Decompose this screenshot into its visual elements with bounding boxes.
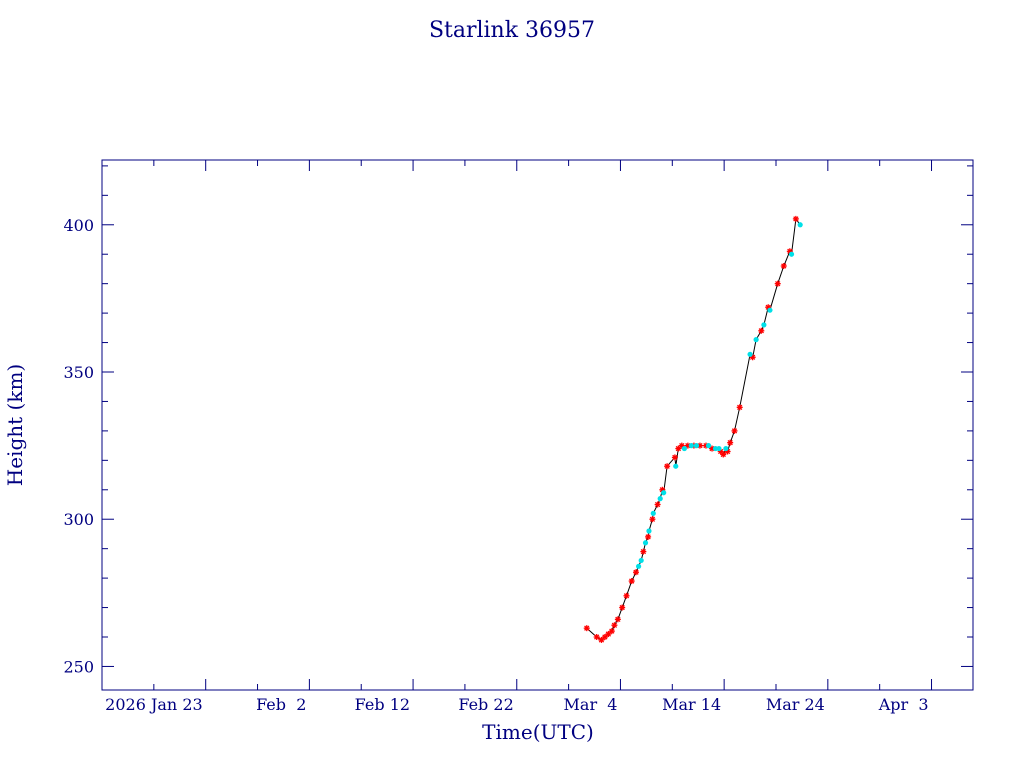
cyan-point — [661, 490, 667, 496]
x-tick-labels: 2026 Jan 23 Feb 2 Feb 12 Feb 22 Mar 4 Mar 14 M… — [105, 695, 928, 714]
cyan-point — [693, 443, 700, 449]
y-tick-label: 400 — [63, 216, 94, 235]
cyan-point — [638, 557, 644, 564]
series-layer — [583, 215, 803, 643]
y-tick-label: 250 — [63, 657, 94, 676]
red-point — [593, 634, 600, 640]
cyan-point — [723, 445, 729, 452]
cyan-point — [681, 445, 687, 452]
cyan-point — [642, 540, 649, 546]
x-tick-label: Mar 24 — [766, 695, 825, 714]
cyan-point — [646, 528, 652, 534]
y-axis-label: Height (km) — [3, 364, 27, 486]
red-point — [792, 215, 799, 222]
red-point — [583, 625, 590, 632]
x-tick-label: Feb 12 — [355, 695, 410, 714]
red-point — [720, 451, 727, 458]
x-tick-label: Feb 2 — [256, 695, 306, 714]
red-point — [605, 631, 612, 638]
red-point — [736, 404, 743, 411]
cyan-point — [767, 307, 773, 313]
cyan-point — [761, 322, 767, 328]
red-point — [664, 463, 671, 470]
cyan-point — [788, 251, 795, 257]
y-minor-ticks — [102, 165, 973, 638]
cyan-point — [747, 351, 753, 357]
y-tick-label: 350 — [63, 363, 94, 382]
red-point — [611, 622, 618, 629]
red-point — [645, 533, 652, 540]
red-point — [623, 592, 630, 599]
red-series — [583, 215, 799, 643]
red-point — [758, 327, 765, 334]
red-point — [654, 501, 661, 508]
red-point — [608, 628, 615, 635]
x-minor-ticks — [153, 160, 881, 690]
x-tick-label: Feb 22 — [458, 695, 513, 714]
red-point — [640, 548, 647, 555]
red-point — [671, 454, 678, 461]
cyan-series — [635, 222, 803, 569]
red-point — [614, 616, 621, 623]
red-point — [780, 263, 787, 269]
plot-frame — [101, 159, 974, 691]
red-point — [633, 569, 640, 576]
red-point — [619, 604, 626, 611]
red-point — [649, 516, 656, 523]
cyan-point — [657, 496, 663, 502]
cyan-point — [797, 222, 803, 228]
x-tick-label: Apr 3 — [878, 695, 929, 714]
x-tick-label: 2026 Jan 23 — [105, 695, 203, 714]
trajectory-line — [586, 217, 801, 641]
chart-title: Starlink 36957 — [429, 18, 595, 43]
cyan-point — [688, 443, 694, 449]
red-point — [774, 280, 781, 287]
y-major-ticks — [102, 224, 973, 667]
cyan-point — [716, 445, 722, 452]
cyan-point — [753, 337, 759, 343]
cyan-point — [635, 563, 642, 569]
y-tick-label: 300 — [63, 510, 94, 529]
cyan-point — [650, 510, 656, 516]
cyan-point — [673, 463, 679, 469]
cyan-point — [705, 443, 712, 449]
x-tick-label: Mar 4 — [564, 695, 618, 714]
red-point — [628, 578, 635, 585]
y-tick-labels: 250 300 350 400 — [63, 216, 94, 677]
red-point — [731, 427, 738, 434]
x-tick-label: Mar 14 — [662, 695, 721, 714]
red-point — [727, 439, 734, 446]
x-major-ticks — [205, 160, 933, 690]
x-axis-label: Time(UTC) — [482, 720, 594, 744]
